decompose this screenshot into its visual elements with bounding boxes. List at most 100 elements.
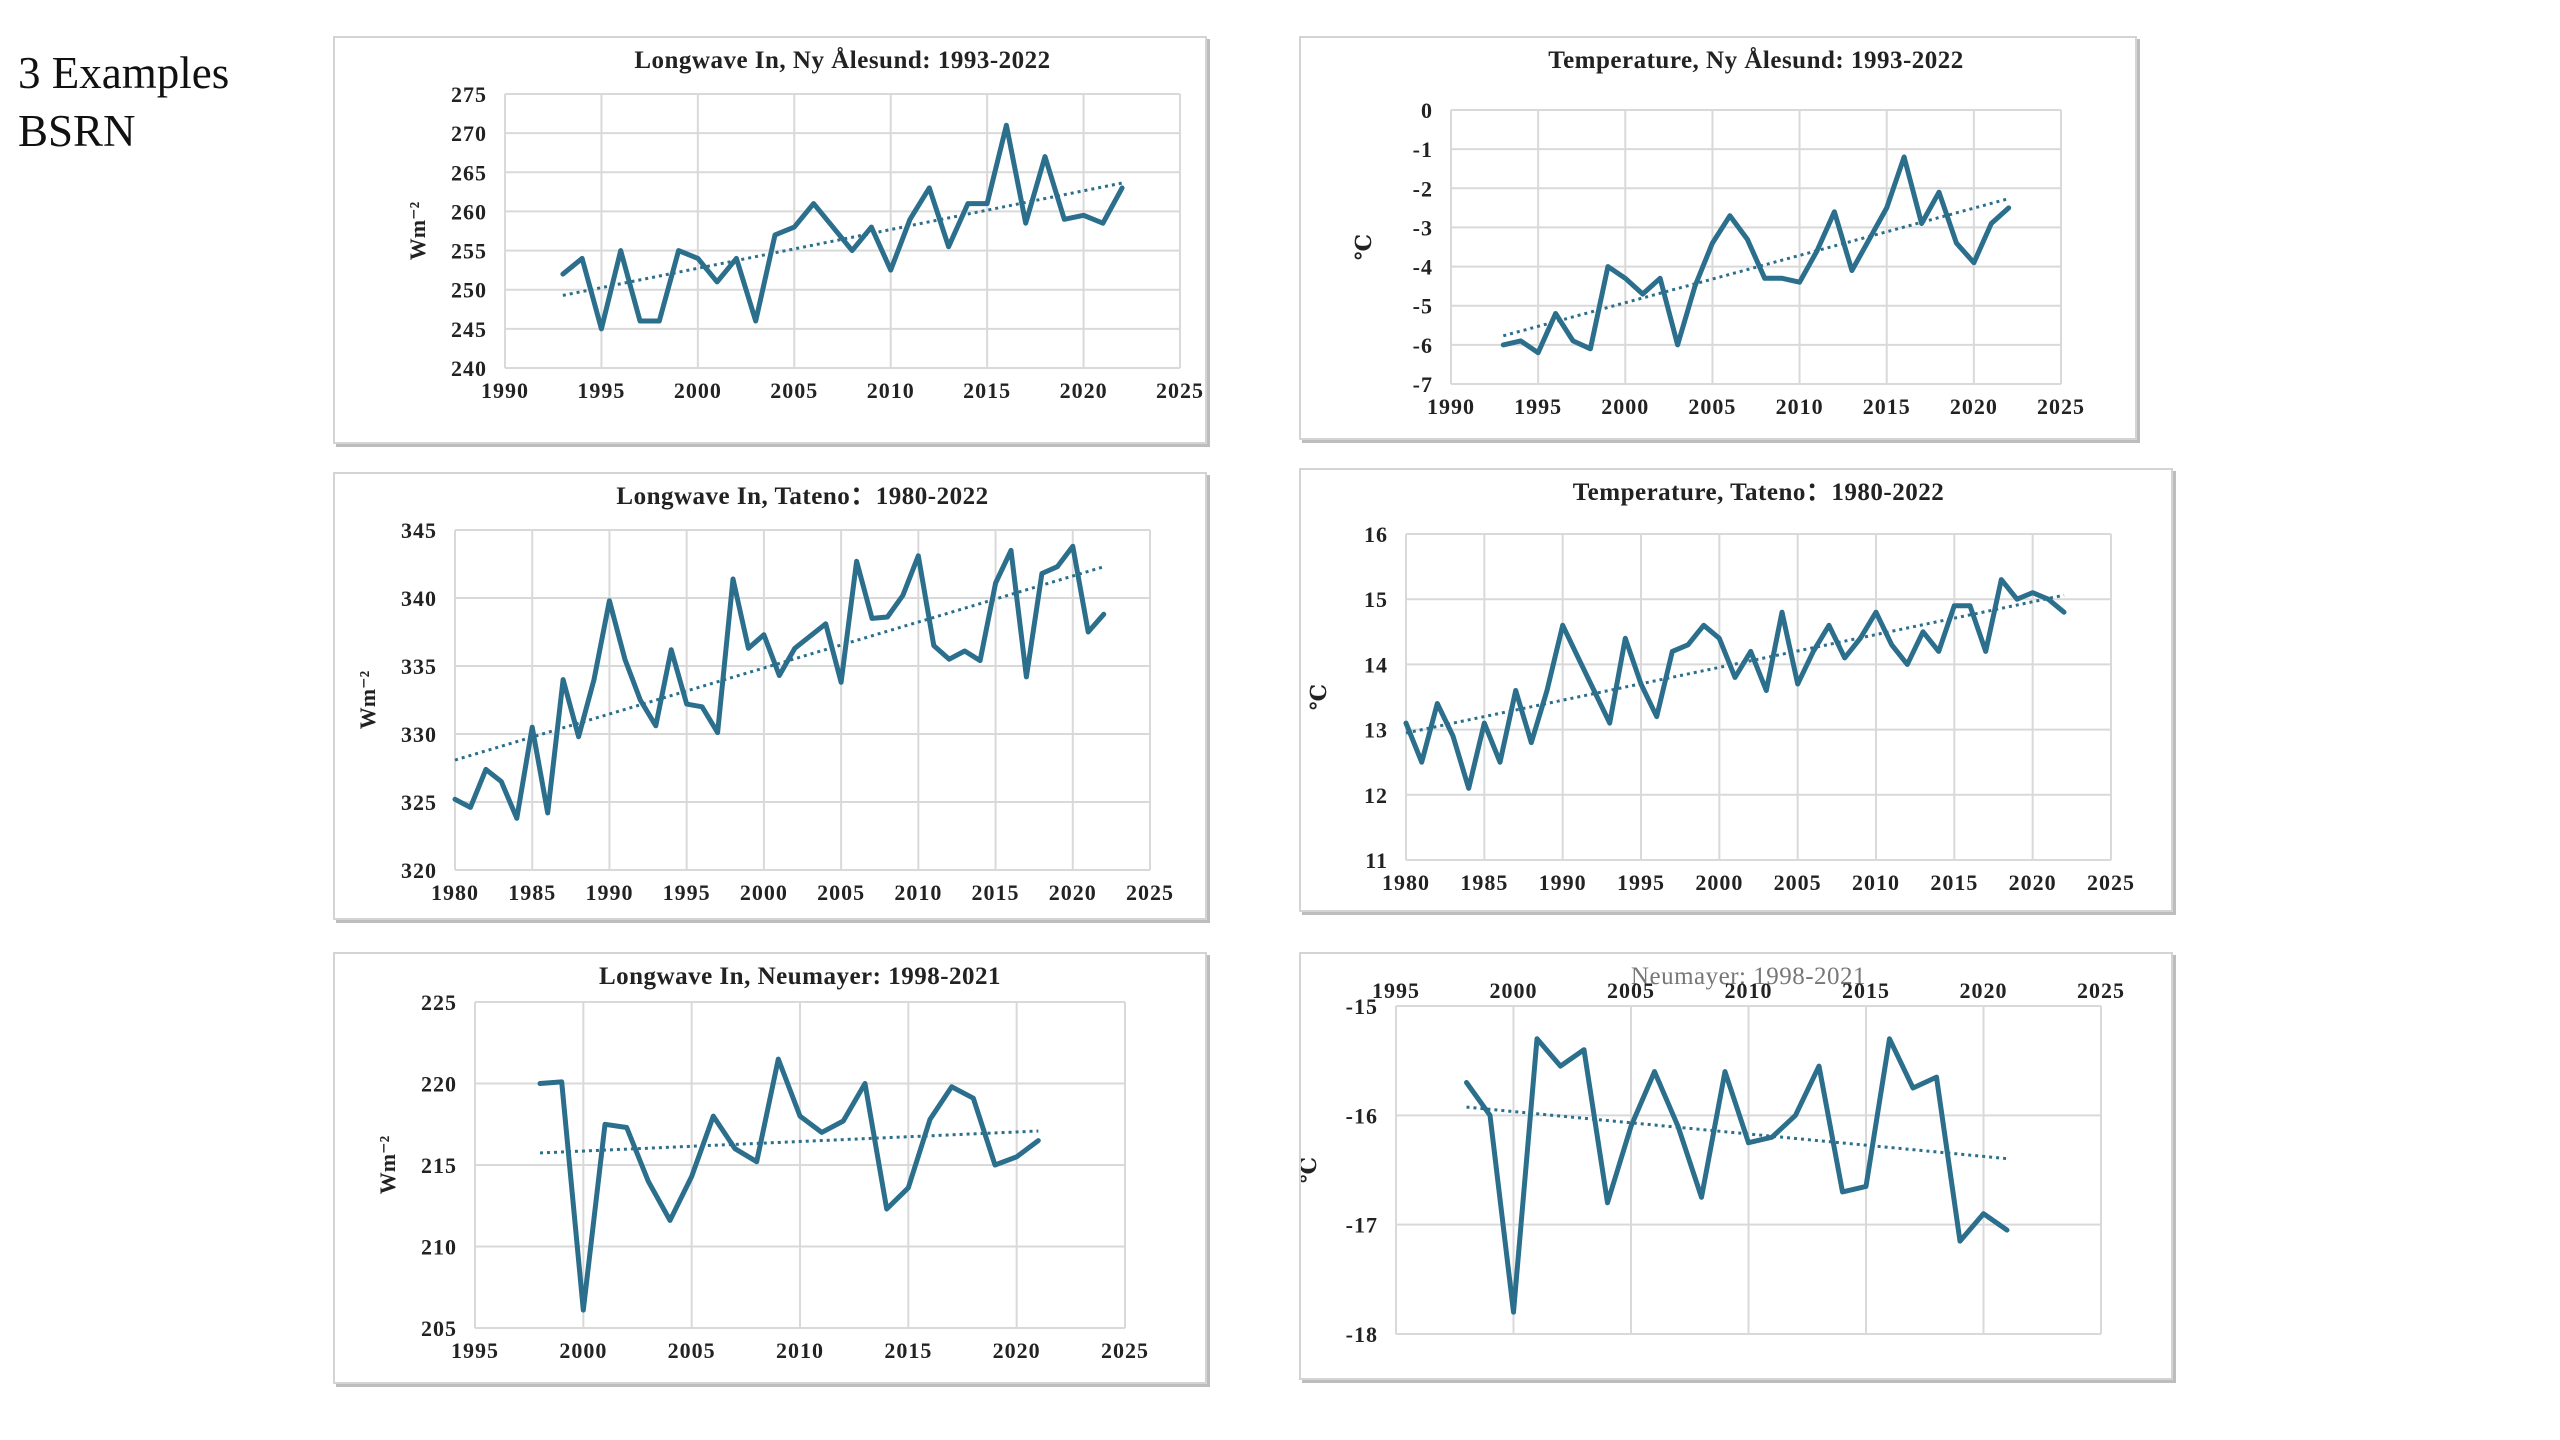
data-point <box>1981 1211 1986 1216</box>
chart-title: Longwave In, Tateno：1980-2022 <box>616 483 988 510</box>
data-point <box>618 248 623 253</box>
data-point <box>1544 688 1550 693</box>
data-point <box>1699 1195 1704 1200</box>
data-point <box>1086 629 1091 635</box>
y-tick-label: -3 <box>1413 215 1433 240</box>
x-tick-label: 1980 <box>431 880 479 905</box>
data-point <box>992 1162 998 1168</box>
data-point <box>927 1117 933 1122</box>
data-point <box>869 224 874 230</box>
data-point <box>667 1218 673 1223</box>
data-point <box>1560 623 1565 628</box>
x-tick-label: 1990 <box>1427 394 1475 419</box>
data-point <box>2046 597 2051 602</box>
chart-panel-lw-ny: Longwave In, Ny Ålesund: 1993-2022 240 245… <box>333 36 1207 444</box>
x-tick-label: 1990 <box>1539 870 1587 895</box>
data-point <box>854 559 859 564</box>
data-point <box>1727 213 1733 218</box>
data-point <box>971 1095 976 1101</box>
data-point <box>669 647 674 652</box>
data-point <box>1419 760 1424 765</box>
data-point <box>841 1118 846 1124</box>
data-point <box>1529 740 1534 745</box>
data-point <box>885 614 890 620</box>
data-point <box>715 730 720 735</box>
data-point <box>1024 674 1029 680</box>
data-point <box>1055 564 1060 569</box>
data-point <box>579 256 585 261</box>
series-line <box>560 122 1125 332</box>
data-point <box>949 1084 954 1089</box>
y-tick-label: 15 <box>1364 587 1388 612</box>
data-point <box>900 593 906 598</box>
x-tick-label: 2020 <box>1060 378 1108 403</box>
data-point <box>2030 590 2035 595</box>
data-point <box>1081 213 1086 218</box>
x-tick-label: 1990 <box>481 378 529 403</box>
slide-title-line-2: BSRN <box>18 106 136 156</box>
data-point <box>622 657 628 662</box>
x-tick-label: 2015 <box>1842 978 1890 1003</box>
x-tick-label: 2010 <box>867 378 915 403</box>
y-tick-label: 320 <box>401 858 437 883</box>
x-tick-label: 2005 <box>1688 394 1736 419</box>
trend-line <box>1405 593 2065 735</box>
data-point <box>1628 1124 1634 1129</box>
x-tick-label: 2010 <box>1852 870 1900 895</box>
y-tick-label: -5 <box>1413 294 1433 319</box>
data-point <box>591 677 597 682</box>
data-point <box>1553 311 1558 316</box>
data-point <box>734 256 739 261</box>
slide-title: 3 Examples BSRN <box>18 44 229 160</box>
data-point <box>452 797 458 802</box>
data-point <box>1936 190 1942 195</box>
data-point <box>888 267 893 273</box>
x-tick-label: 2020 <box>1960 978 2008 1003</box>
data-point <box>2061 610 2067 615</box>
data-point <box>1811 649 1816 654</box>
y-tick-label: 265 <box>451 160 487 185</box>
x-tick-label: 2000 <box>740 880 788 905</box>
data-point <box>1779 610 1785 615</box>
data-point <box>931 643 936 648</box>
data-point <box>1710 240 1715 246</box>
data-point <box>1497 760 1503 765</box>
data-point <box>624 1125 629 1130</box>
y-tick-label: -1 <box>1413 137 1433 162</box>
data-point <box>1042 154 1048 159</box>
x-tick-label: 2000 <box>1695 870 1743 895</box>
y-tick-label: -18 <box>1346 1322 1378 1347</box>
data-point <box>559 1079 564 1085</box>
y-tick-label: -6 <box>1413 333 1433 358</box>
chart-panel-temp-neumayer: Neumayer: 1998-2021 -18 -17 -16 -15 1995 2000 2… <box>1299 952 2173 1380</box>
data-point <box>1732 675 1738 680</box>
data-point <box>1901 154 1907 160</box>
data-point <box>1014 1154 1019 1160</box>
data-point <box>1873 610 1879 615</box>
x-tick-label: 1985 <box>1460 870 1508 895</box>
y-tick-label: 215 <box>421 1153 457 1178</box>
data-point <box>946 244 951 249</box>
data-point <box>1884 205 1889 211</box>
chart-lw-neumayer: Longwave In, Neumayer: 1998-2021 205 210 21… <box>375 963 1148 1363</box>
data-point <box>684 701 689 707</box>
trend-line <box>454 565 1105 762</box>
data-point <box>1008 548 1014 553</box>
y-tick-label: 11 <box>1365 848 1388 873</box>
data-point <box>1795 681 1800 687</box>
data-point <box>965 201 971 206</box>
data-point <box>761 632 767 637</box>
y-tick-label: 225 <box>421 990 457 1015</box>
data-point <box>581 1307 586 1313</box>
x-tick-label: 2015 <box>963 378 1011 403</box>
data-point <box>1501 342 1506 348</box>
data-point <box>776 1056 781 1062</box>
data-point <box>599 326 604 332</box>
chart-panel-temp-ny: Temperature, Ny Ålesund: 1993-2022 -7 -6 -5… <box>1299 36 2137 440</box>
y-axis-label: Wm⁻² <box>375 1135 400 1194</box>
y-tick-label: 240 <box>451 356 487 381</box>
data-point <box>545 810 550 816</box>
data-point <box>1652 1069 1657 1074</box>
data-point <box>1934 1074 1939 1080</box>
y-tick-label: 16 <box>1364 522 1388 547</box>
